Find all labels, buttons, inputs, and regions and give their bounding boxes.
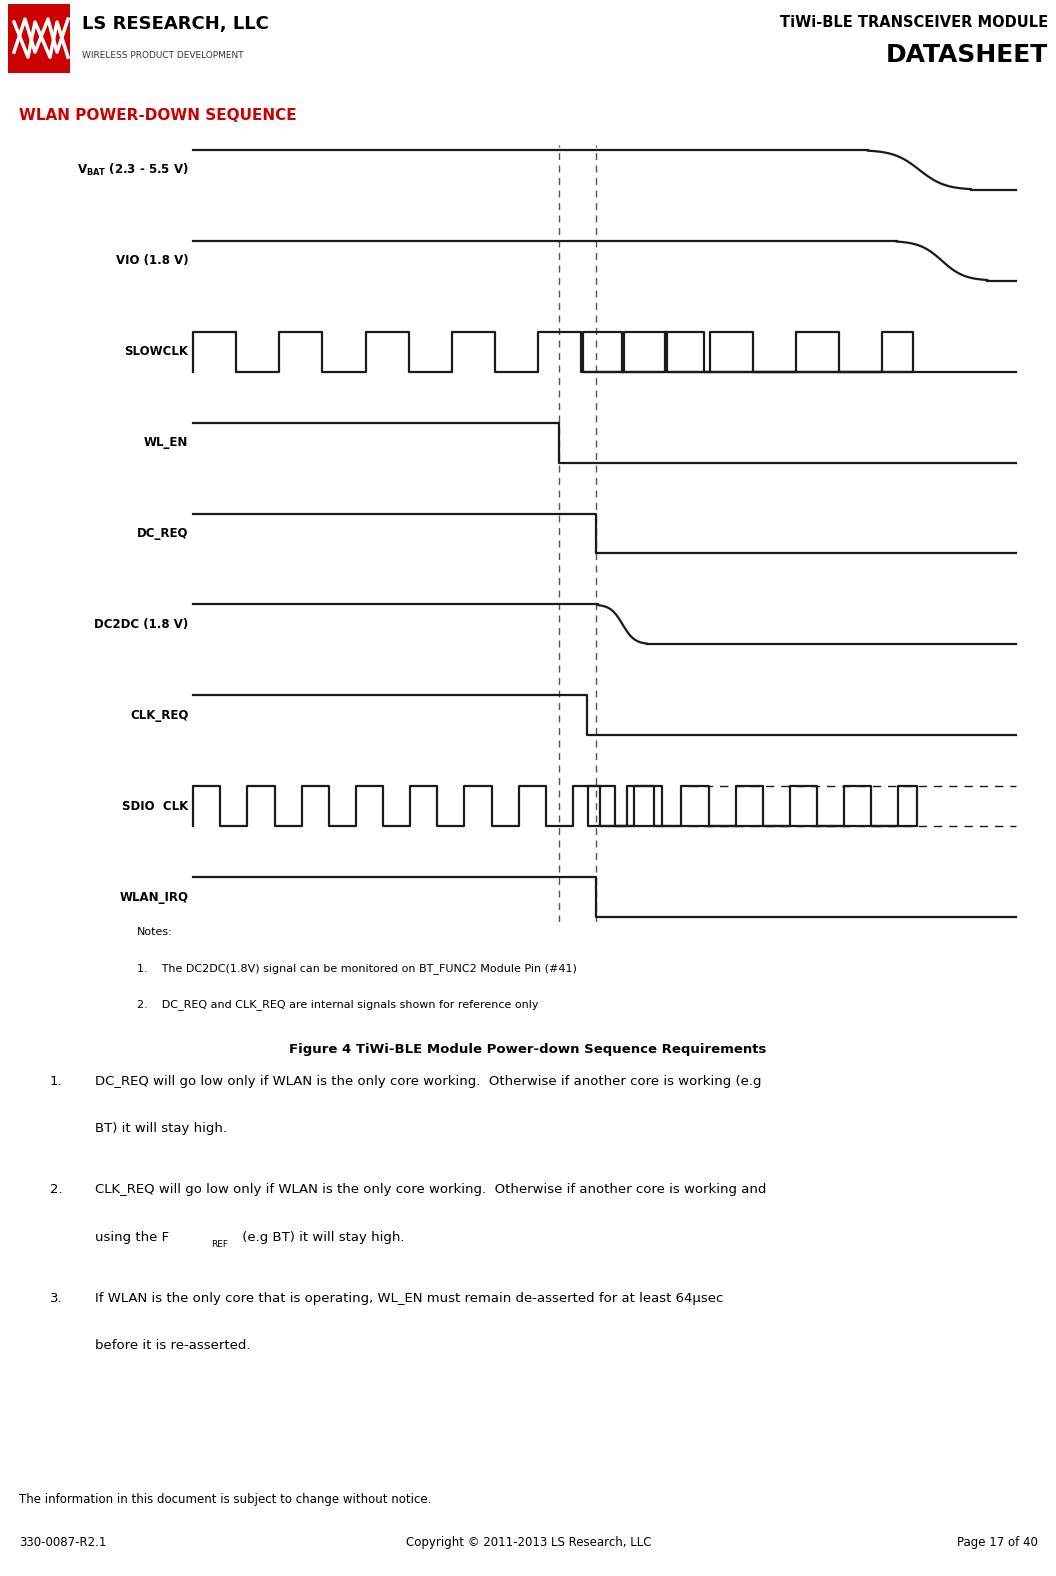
Text: If WLAN is the only core that is operating, WL_EN must remain de-asserted for at: If WLAN is the only core that is operati… xyxy=(95,1292,723,1305)
Text: WIRELESS PRODUCT DEVELOPMENT: WIRELESS PRODUCT DEVELOPMENT xyxy=(82,50,244,60)
Text: DATASHEET: DATASHEET xyxy=(886,43,1048,68)
Text: DC_REQ: DC_REQ xyxy=(137,526,188,541)
Text: 2.: 2. xyxy=(50,1184,62,1196)
Text: $\mathbf{V_{BAT}}$ (2.3 - 5.5 V): $\mathbf{V_{BAT}}$ (2.3 - 5.5 V) xyxy=(77,162,188,178)
Text: BT) it will stay high.: BT) it will stay high. xyxy=(95,1122,227,1135)
Text: 1.: 1. xyxy=(50,1075,62,1087)
Text: VIO (1.8 V): VIO (1.8 V) xyxy=(116,254,188,268)
Text: (e.g BT) it will stay high.: (e.g BT) it will stay high. xyxy=(238,1231,404,1243)
Text: The information in this document is subject to change without notice.: The information in this document is subj… xyxy=(19,1492,432,1507)
Text: 1.    The DC2DC(1.8V) signal can be monitored on BT_FUNC2 Module Pin (#41): 1. The DC2DC(1.8V) signal can be monitor… xyxy=(137,963,578,974)
Text: 3.: 3. xyxy=(50,1292,62,1305)
Text: SDIO  CLK: SDIO CLK xyxy=(122,799,188,813)
Text: WLAN_IRQ: WLAN_IRQ xyxy=(119,890,188,903)
Text: TiWi-BLE TRANSCEIVER MODULE: TiWi-BLE TRANSCEIVER MODULE xyxy=(780,14,1048,30)
Text: Notes:: Notes: xyxy=(137,927,173,936)
Text: DC2DC (1.8 V): DC2DC (1.8 V) xyxy=(94,618,188,630)
Text: using the F: using the F xyxy=(95,1231,170,1243)
Text: Figure 4 TiWi-BLE Module Power-down Sequence Requirements: Figure 4 TiWi-BLE Module Power-down Sequ… xyxy=(289,1043,767,1056)
Text: 330-0087-R2.1: 330-0087-R2.1 xyxy=(19,1537,107,1549)
Text: SLOWCLK: SLOWCLK xyxy=(125,345,188,358)
Bar xyxy=(8,5,70,72)
Text: CLK_REQ: CLK_REQ xyxy=(130,709,188,722)
Text: REF: REF xyxy=(211,1240,228,1248)
Text: CLK_REQ will go low only if WLAN is the only core working.  Otherwise if another: CLK_REQ will go low only if WLAN is the … xyxy=(95,1184,767,1196)
Text: before it is re-asserted.: before it is re-asserted. xyxy=(95,1340,251,1352)
Text: LS RESEARCH, LLC: LS RESEARCH, LLC xyxy=(82,16,269,33)
Text: Copyright © 2011-2013 LS Research, LLC: Copyright © 2011-2013 LS Research, LLC xyxy=(406,1537,652,1549)
Text: 2.    DC_REQ and CLK_REQ are internal signals shown for reference only: 2. DC_REQ and CLK_REQ are internal signa… xyxy=(137,999,539,1010)
Text: WL_EN: WL_EN xyxy=(144,437,188,449)
Text: Page 17 of 40: Page 17 of 40 xyxy=(957,1537,1038,1549)
Text: DC_REQ will go low only if WLAN is the only core working.  Otherwise if another : DC_REQ will go low only if WLAN is the o… xyxy=(95,1075,762,1087)
Text: WLAN POWER-DOWN SEQUENCE: WLAN POWER-DOWN SEQUENCE xyxy=(19,107,297,123)
